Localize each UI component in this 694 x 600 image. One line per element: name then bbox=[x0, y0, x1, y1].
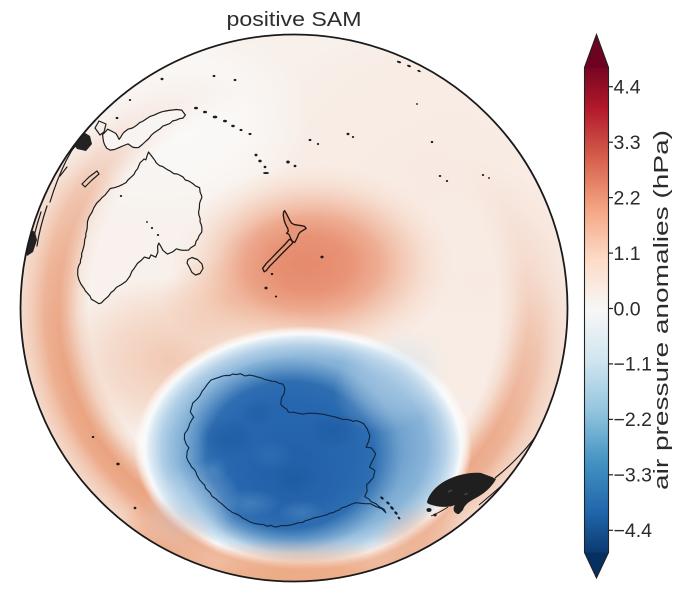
svg-text:2.2: 2.2 bbox=[614, 187, 641, 209]
svg-text:−1.1: −1.1 bbox=[614, 354, 653, 376]
svg-text:−3.3: −3.3 bbox=[614, 465, 653, 487]
svg-text:1.1: 1.1 bbox=[614, 243, 641, 265]
svg-text:positive SAM: positive SAM bbox=[227, 8, 362, 31]
svg-text:−2.2: −2.2 bbox=[614, 409, 653, 431]
svg-text:0.0: 0.0 bbox=[614, 298, 641, 320]
svg-text:4.4: 4.4 bbox=[614, 77, 641, 99]
svg-text:air pressure anomalies (hPa): air pressure anomalies (hPa) bbox=[651, 130, 673, 490]
svg-text:−4.4: −4.4 bbox=[614, 520, 653, 542]
svg-text:3.3: 3.3 bbox=[614, 132, 641, 154]
